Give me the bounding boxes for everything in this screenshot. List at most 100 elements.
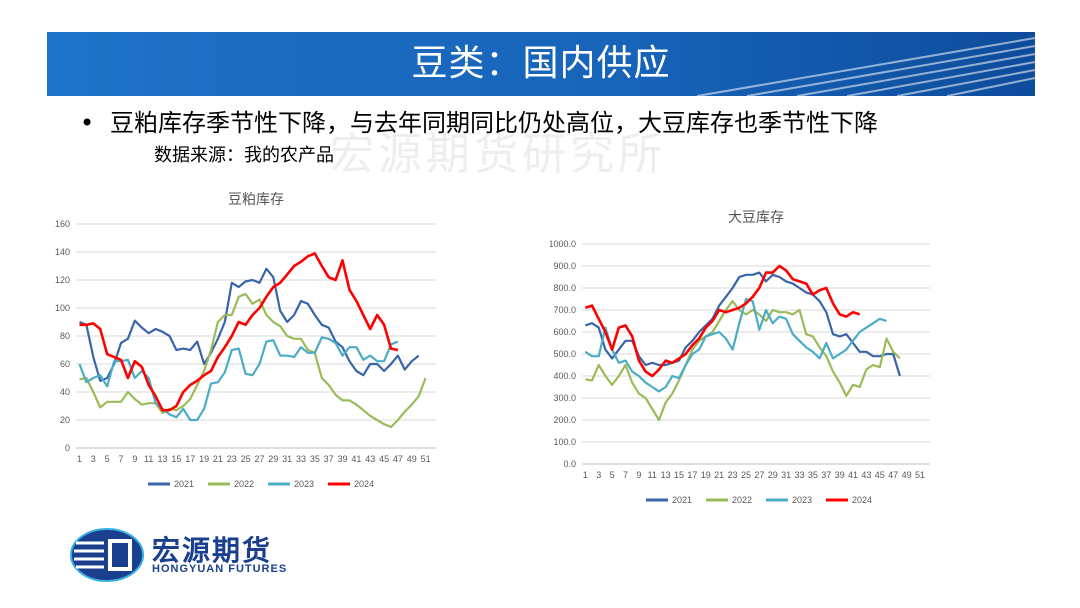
x-tick-label: 1 — [583, 470, 588, 480]
x-tick-label: 5 — [610, 470, 615, 480]
x-tick-label: 23 — [227, 454, 237, 464]
series-line-2022 — [585, 300, 901, 422]
series-line-2024 — [79, 252, 399, 412]
chart-title: 豆粕库存 — [228, 192, 284, 208]
x-tick-label: 17 — [185, 454, 195, 464]
x-tick-label: 49 — [407, 454, 417, 464]
x-tick-label: 47 — [393, 454, 403, 464]
x-tick-label: 15 — [674, 470, 684, 480]
x-tick-label: 21 — [714, 470, 724, 480]
x-tick-label: 7 — [623, 470, 628, 480]
x-tick-label: 43 — [861, 470, 871, 480]
y-tick-label: 120 — [55, 275, 70, 285]
y-tick-label: 600.0 — [553, 327, 576, 337]
x-tick-label: 15 — [171, 454, 181, 464]
x-tick-label: 7 — [118, 454, 123, 464]
legend-label-2023: 2023 — [792, 495, 812, 505]
x-tick-label: 51 — [421, 454, 431, 464]
x-tick-label: 39 — [338, 454, 348, 464]
legend-label-2024: 2024 — [852, 495, 872, 505]
y-tick-label: 800.0 — [553, 283, 576, 293]
x-tick-label: 3 — [596, 470, 601, 480]
page-title: 豆类：国内供应 — [411, 43, 671, 84]
y-tick-label: 140 — [55, 247, 70, 257]
y-tick-label: 20 — [60, 415, 70, 425]
x-tick-label: 29 — [768, 470, 778, 480]
x-tick-label: 33 — [794, 470, 804, 480]
y-tick-label: 80 — [60, 331, 70, 341]
y-tick-label: 160 — [55, 219, 70, 229]
y-tick-label: 100 — [55, 303, 70, 313]
banner-background — [47, 32, 1035, 96]
x-tick-label: 43 — [365, 454, 375, 464]
watermark: 宏源期货研究所 — [330, 129, 666, 180]
logo-chinese-name: 宏源期货 — [152, 534, 273, 567]
company-logo: 宏源期货 HONGYUAN FUTURES — [70, 525, 330, 585]
x-tick-label: 17 — [687, 470, 697, 480]
y-tick-label: 60 — [60, 359, 70, 369]
y-tick-label: 1000.0 — [550, 239, 576, 249]
x-tick-label: 35 — [310, 454, 320, 464]
x-tick-label: 1 — [77, 454, 82, 464]
x-tick-label: 49 — [902, 470, 912, 480]
x-tick-label: 13 — [661, 470, 671, 480]
x-tick-label: 11 — [648, 470, 657, 480]
legend-label-2023: 2023 — [294, 479, 314, 489]
x-tick-label: 25 — [241, 454, 251, 464]
y-tick-label: 100.0 — [553, 437, 576, 447]
series-line-2023 — [584, 297, 887, 393]
x-tick-label: 31 — [781, 470, 791, 480]
bullet-marker: • — [80, 109, 95, 137]
x-tick-label: 21 — [213, 454, 223, 464]
x-tick-label: 11 — [144, 454, 153, 464]
y-tick-label: 0 — [65, 443, 70, 453]
soybean-inventory-chart: 大豆库存 0.0 100.0 200.0 300.0 400.0 500.0 600.0 700… — [550, 210, 930, 505]
y-tick-label: 700.0 — [553, 305, 576, 315]
y-tick-label: 0.0 — [563, 459, 576, 469]
data-source: 数据来源：我的农产品 — [154, 145, 334, 166]
x-tick-label: 47 — [888, 470, 898, 480]
x-tick-label: 33 — [296, 454, 306, 464]
y-tick-label: 200.0 — [553, 415, 576, 425]
series-line-2023 — [78, 336, 399, 422]
x-tick-label: 31 — [282, 454, 292, 464]
x-tick-label: 39 — [835, 470, 845, 480]
x-tick-label: 27 — [254, 454, 264, 464]
x-tick-label: 19 — [199, 454, 209, 464]
x-tick-label: 25 — [741, 470, 751, 480]
x-tick-label: 29 — [268, 454, 278, 464]
legend-label-2022: 2022 — [234, 479, 254, 489]
x-tick-label: 45 — [379, 454, 389, 464]
x-tick-label: 23 — [728, 470, 738, 480]
x-tick-label: 3 — [91, 454, 96, 464]
x-tick-label: 45 — [875, 470, 885, 480]
y-tick-label: 40 — [60, 387, 70, 397]
title-banner: 豆类：国内供应 — [47, 32, 1035, 96]
logo-english-name: HONGYUAN FUTURES — [152, 563, 288, 575]
legend-label-2022: 2022 — [732, 495, 752, 505]
x-tick-label: 5 — [105, 454, 110, 464]
y-tick-label: 900.0 — [553, 261, 576, 271]
x-tick-label: 27 — [754, 470, 764, 480]
legend-label-2024: 2024 — [354, 479, 374, 489]
logo-icon — [70, 528, 144, 582]
x-tick-label: 41 — [351, 454, 361, 464]
y-tick-label: 300.0 — [553, 393, 576, 403]
bullet-text: 豆粕库存季节性下降，与去年同期同比仍处高位，大豆库存也季节性下降 — [110, 109, 878, 137]
x-tick-label: 51 — [915, 470, 925, 480]
series-line-2021 — [79, 267, 420, 382]
x-tick-label: 37 — [821, 470, 831, 480]
x-tick-label: 13 — [158, 454, 168, 464]
series-line-2022 — [79, 292, 427, 429]
x-tick-label: 41 — [848, 470, 858, 480]
x-tick-label: 19 — [701, 470, 711, 480]
legend-label-2021: 2021 — [174, 479, 194, 489]
y-tick-label: 500.0 — [553, 349, 576, 359]
x-tick-label: 37 — [324, 454, 334, 464]
chart-title: 大豆库存 — [728, 210, 784, 226]
x-tick-label: 35 — [808, 470, 818, 480]
x-tick-label: 9 — [636, 470, 641, 480]
y-tick-label: 400.0 — [553, 371, 576, 381]
series-line-2024 — [584, 264, 861, 378]
